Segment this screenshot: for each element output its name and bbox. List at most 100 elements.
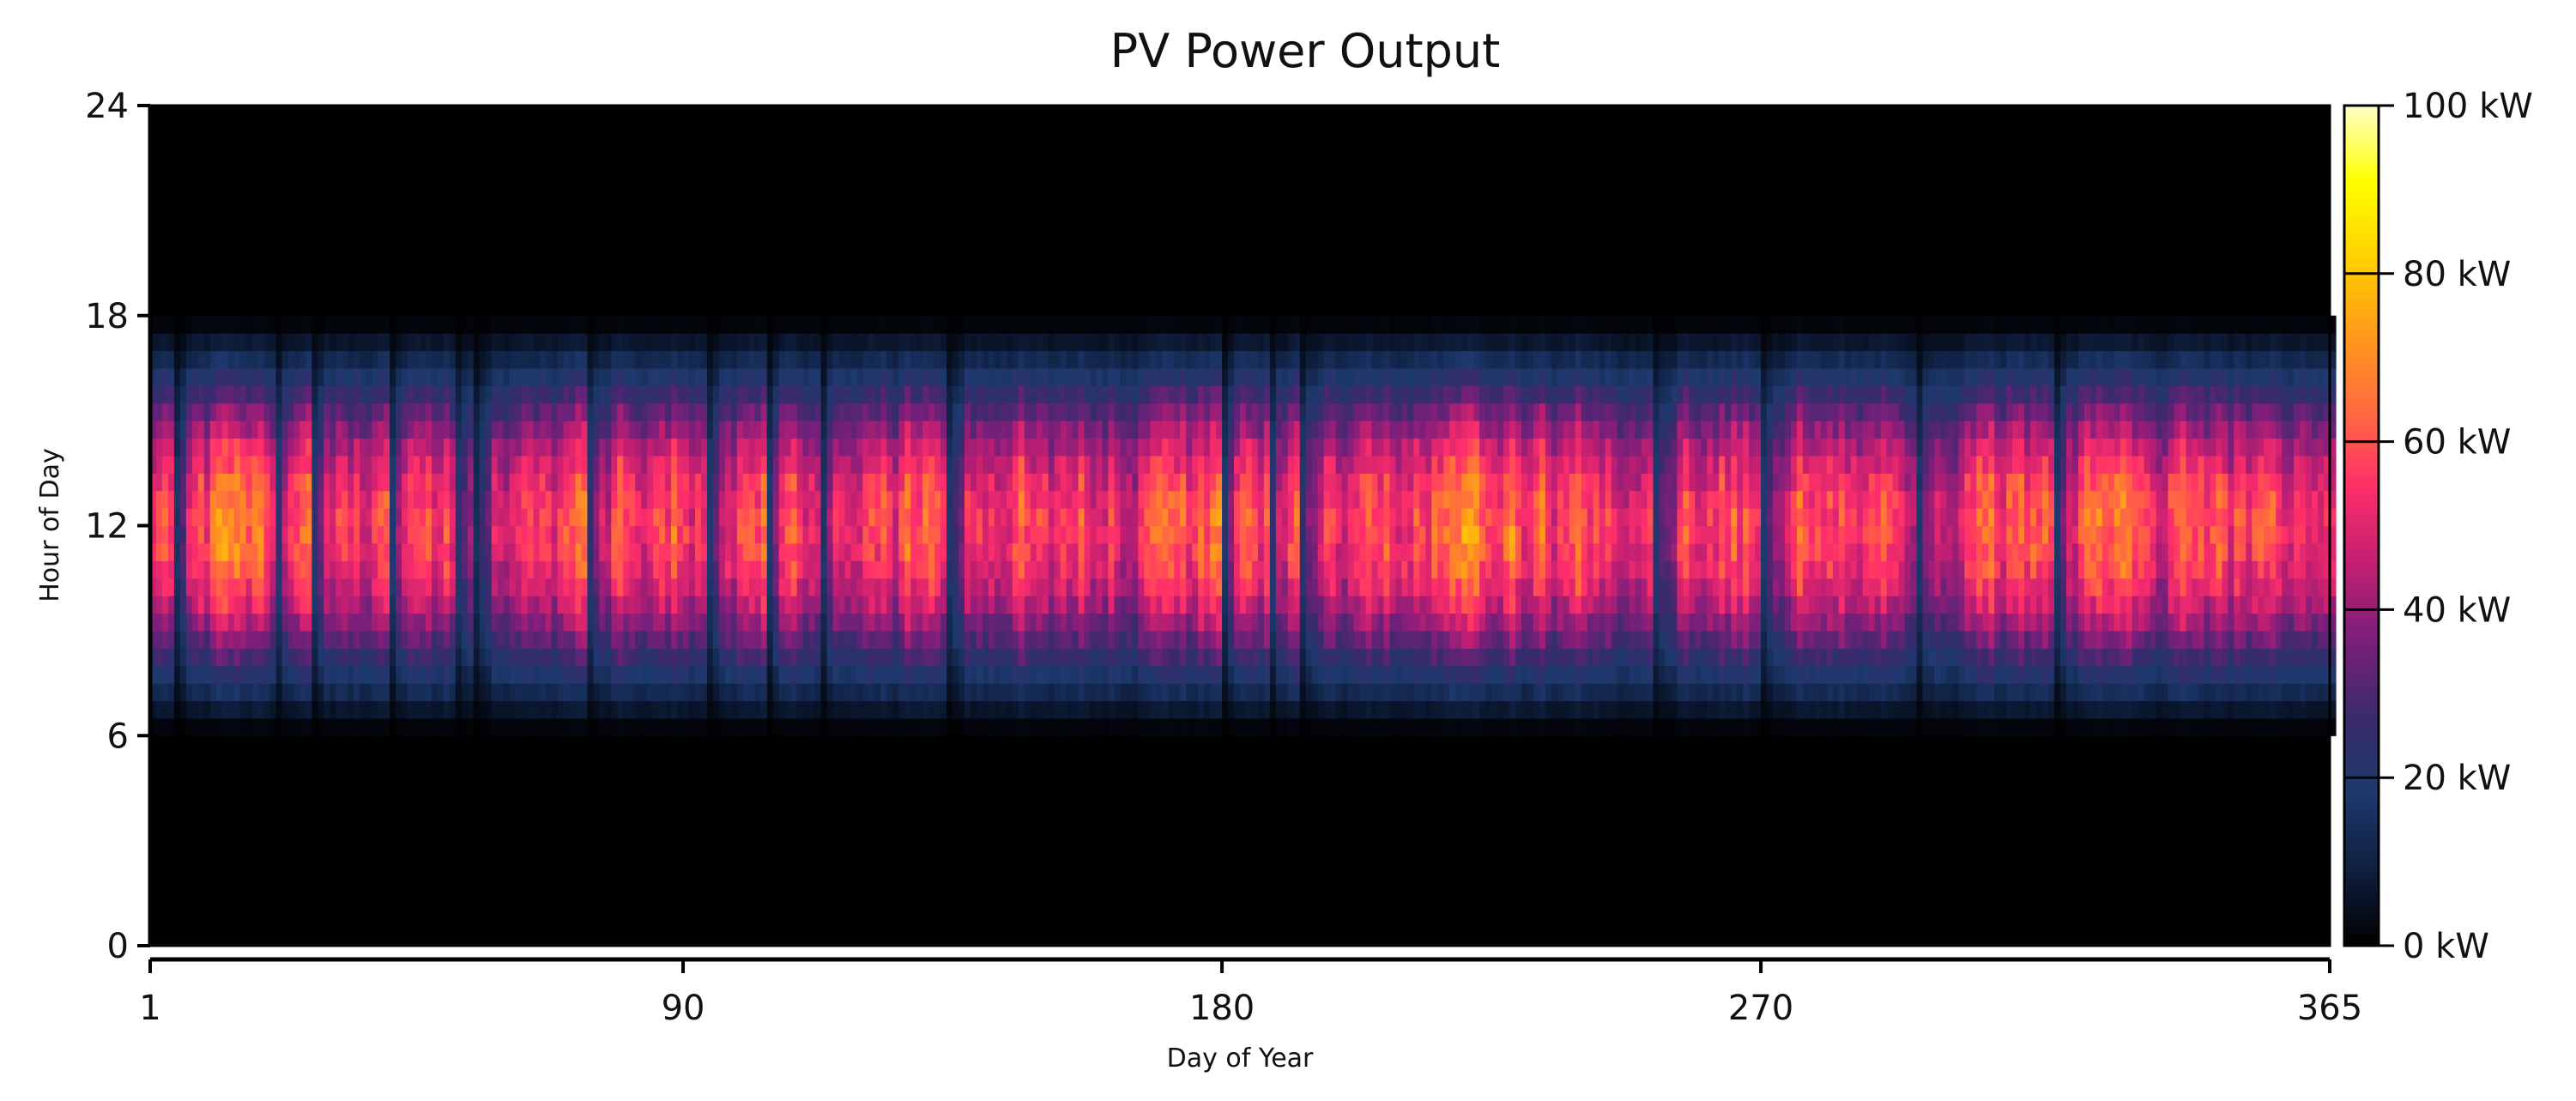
heatmap-cell bbox=[922, 525, 929, 544]
heatmap-cell bbox=[916, 385, 923, 404]
heatmap-cell bbox=[324, 508, 330, 527]
heatmap-cell bbox=[1060, 350, 1067, 369]
heatmap-cell bbox=[497, 578, 505, 596]
heatmap-cell bbox=[281, 683, 289, 702]
heatmap-cell bbox=[1377, 596, 1385, 614]
heatmap-cell bbox=[808, 508, 816, 527]
heatmap-cell bbox=[1234, 560, 1241, 579]
heatmap-cell bbox=[874, 490, 881, 509]
heatmap-cell bbox=[161, 385, 169, 404]
heatmap-cell bbox=[437, 333, 444, 352]
heatmap-cell bbox=[263, 525, 271, 544]
heatmap-cell bbox=[641, 596, 648, 614]
heatmap-cell bbox=[1090, 613, 1098, 632]
heatmap-cell bbox=[736, 613, 744, 632]
heatmap-cell bbox=[1120, 613, 1128, 632]
heatmap-cell bbox=[677, 717, 684, 736]
heatmap-cell bbox=[868, 700, 875, 719]
heatmap-cell bbox=[485, 717, 493, 736]
heatmap-cell bbox=[455, 665, 463, 684]
heatmap-cell bbox=[1024, 455, 1031, 474]
heatmap-cell bbox=[976, 596, 983, 614]
heatmap-cell bbox=[1018, 350, 1025, 369]
heatmap-cell bbox=[1174, 367, 1181, 386]
heatmap-cell bbox=[994, 578, 1001, 596]
heatmap-cell bbox=[503, 596, 511, 614]
heatmap-cell bbox=[928, 525, 935, 544]
heatmap-cell bbox=[287, 508, 295, 527]
heatmap-cell bbox=[1353, 490, 1361, 509]
heatmap-cell bbox=[617, 648, 624, 667]
heatmap-cell bbox=[311, 525, 318, 544]
heatmap-cell bbox=[802, 438, 810, 457]
heatmap-cell bbox=[1311, 438, 1319, 457]
heatmap-cell bbox=[910, 402, 917, 421]
heatmap-cell bbox=[1030, 438, 1037, 457]
heatmap-cell bbox=[1084, 420, 1091, 439]
heatmap-cell bbox=[305, 490, 313, 509]
heatmap-cell bbox=[1335, 385, 1343, 404]
heatmap-cell bbox=[1269, 665, 1277, 684]
heatmap-cell bbox=[1018, 455, 1025, 474]
heatmap-cell bbox=[179, 630, 187, 649]
heatmap-cell bbox=[647, 525, 654, 544]
heatmap-cell bbox=[569, 350, 577, 369]
heatmap-cell bbox=[545, 420, 553, 439]
heatmap-cell bbox=[718, 717, 726, 736]
heatmap-cell bbox=[324, 333, 330, 352]
heatmap-cell bbox=[1222, 402, 1229, 421]
heatmap-cell bbox=[1108, 315, 1116, 334]
heatmap-cell bbox=[1042, 542, 1049, 561]
heatmap-cell bbox=[1096, 525, 1104, 544]
heatmap-cell bbox=[342, 420, 348, 439]
heatmap-cell bbox=[982, 525, 989, 544]
heatmap-cell bbox=[1060, 665, 1067, 684]
heatmap-cell bbox=[245, 525, 253, 544]
heatmap-cell bbox=[850, 315, 858, 334]
heatmap-cell bbox=[880, 438, 887, 457]
heatmap-cell bbox=[348, 560, 354, 579]
heatmap-cell bbox=[275, 402, 283, 421]
heatmap-cell bbox=[1275, 455, 1283, 474]
heatmap-cell bbox=[455, 542, 463, 561]
heatmap-cell bbox=[766, 402, 774, 421]
heatmap-cell bbox=[653, 350, 660, 369]
heatmap-cell bbox=[886, 613, 893, 632]
heatmap-cell bbox=[700, 717, 708, 736]
heatmap-cell bbox=[599, 613, 606, 632]
heatmap-cell bbox=[479, 490, 487, 509]
heatmap-cell bbox=[1216, 665, 1223, 684]
heatmap-cell bbox=[378, 473, 384, 492]
heatmap-cell bbox=[1006, 473, 1013, 492]
heatmap-cell bbox=[796, 700, 804, 719]
heatmap-cell bbox=[976, 473, 983, 492]
heatmap-cell bbox=[360, 717, 366, 736]
heatmap-cell bbox=[1078, 455, 1085, 474]
heatmap-cell bbox=[1269, 490, 1277, 509]
heatmap-cell bbox=[730, 420, 738, 439]
heatmap-cell bbox=[245, 455, 253, 474]
heatmap-cell bbox=[299, 420, 307, 439]
heatmap-cell bbox=[287, 350, 295, 369]
heatmap-cell bbox=[814, 350, 822, 369]
heatmap-cell bbox=[221, 490, 229, 509]
heatmap-cell bbox=[299, 490, 307, 509]
heatmap-cell bbox=[1377, 542, 1385, 561]
heatmap-cell bbox=[563, 455, 571, 474]
heatmap-cell bbox=[629, 455, 636, 474]
heatmap-cell bbox=[874, 596, 881, 614]
heatmap-cell bbox=[844, 560, 852, 579]
heatmap-cell bbox=[922, 455, 929, 474]
heatmap-cell bbox=[1198, 508, 1205, 527]
heatmap-cell bbox=[408, 717, 414, 736]
heatmap-cell bbox=[443, 578, 450, 596]
heatmap-cell bbox=[689, 683, 696, 702]
heatmap-cell bbox=[611, 420, 618, 439]
heatmap-cell bbox=[1234, 385, 1241, 404]
heatmap-cell bbox=[1036, 333, 1043, 352]
heatmap-cell bbox=[1144, 665, 1151, 684]
heatmap-cell bbox=[988, 683, 995, 702]
heatmap-cell bbox=[976, 315, 983, 334]
heatmap-cell bbox=[1222, 665, 1229, 684]
heatmap-cell bbox=[1096, 367, 1104, 386]
